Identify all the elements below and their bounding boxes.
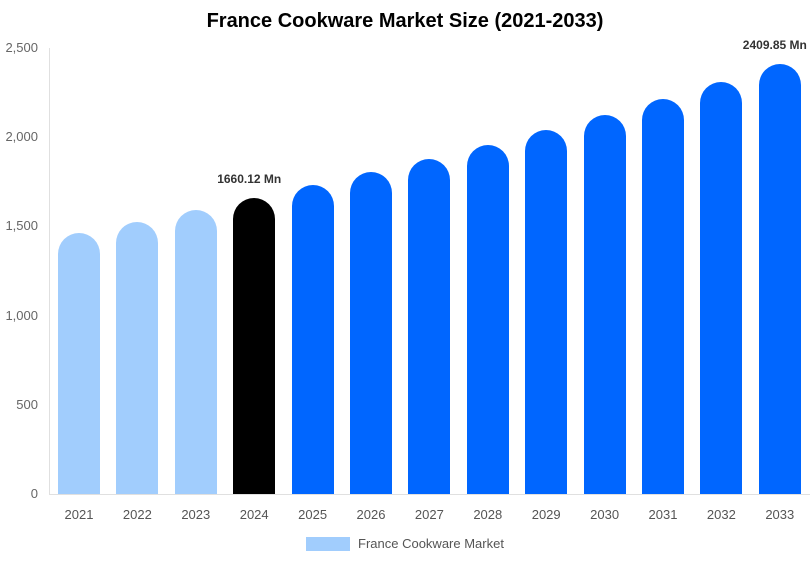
y-tick-label: 0 bbox=[30, 486, 38, 501]
y-tick-label: 1,500 bbox=[5, 218, 38, 234]
y-tick-label: 2,000 bbox=[5, 129, 38, 145]
legend-label[interactable]: France Cookware Market bbox=[358, 536, 504, 551]
x-tick-label: 2027 bbox=[414, 507, 444, 522]
y-tick-label: 1,000 bbox=[5, 307, 38, 323]
y-tick-label: 500 bbox=[16, 396, 38, 412]
bar-2032[interactable] bbox=[700, 82, 743, 494]
x-tick-label: 2023 bbox=[181, 507, 211, 522]
x-tick-label: 2025 bbox=[298, 507, 328, 522]
y-axis-line bbox=[49, 48, 50, 494]
bar-2021[interactable] bbox=[58, 233, 100, 494]
bar-2030[interactable] bbox=[583, 115, 626, 494]
bar-2033[interactable] bbox=[758, 64, 801, 494]
legend-swatch bbox=[306, 536, 351, 551]
x-tick-label: 2022 bbox=[122, 507, 152, 522]
bar-2028[interactable] bbox=[466, 145, 509, 494]
bar-2027[interactable] bbox=[408, 158, 451, 494]
x-tick-label: 2031 bbox=[648, 507, 678, 522]
x-tick-label: 2026 bbox=[356, 507, 386, 522]
y-tick-label: 2,500 bbox=[5, 40, 38, 55]
x-tick-label: 2032 bbox=[706, 507, 736, 522]
data-label-2033: 2409.85 Mn bbox=[742, 38, 807, 53]
x-tick-label: 2021 bbox=[64, 507, 94, 522]
x-tick-label: 2030 bbox=[590, 507, 620, 522]
chart-title: France Cookware Market Size (2021-2033) bbox=[206, 10, 604, 32]
legend: France Cookware Market bbox=[0, 536, 810, 551]
x-tick-label: 2024 bbox=[239, 507, 269, 522]
bar-2022[interactable] bbox=[116, 221, 159, 494]
bar-2024[interactable] bbox=[233, 197, 276, 494]
x-tick-label: 2028 bbox=[473, 507, 503, 522]
x-axis-line bbox=[49, 494, 810, 495]
x-tick-label: 2029 bbox=[531, 507, 561, 522]
bar-2026[interactable] bbox=[350, 172, 392, 494]
data-label-2024: 1660.12 Mn bbox=[217, 171, 282, 186]
bar-2031[interactable] bbox=[642, 99, 684, 494]
x-tick-label: 2033 bbox=[765, 507, 795, 522]
bar-2023[interactable] bbox=[174, 210, 217, 494]
bar-2029[interactable] bbox=[525, 130, 568, 494]
bar-2025[interactable] bbox=[291, 185, 334, 494]
